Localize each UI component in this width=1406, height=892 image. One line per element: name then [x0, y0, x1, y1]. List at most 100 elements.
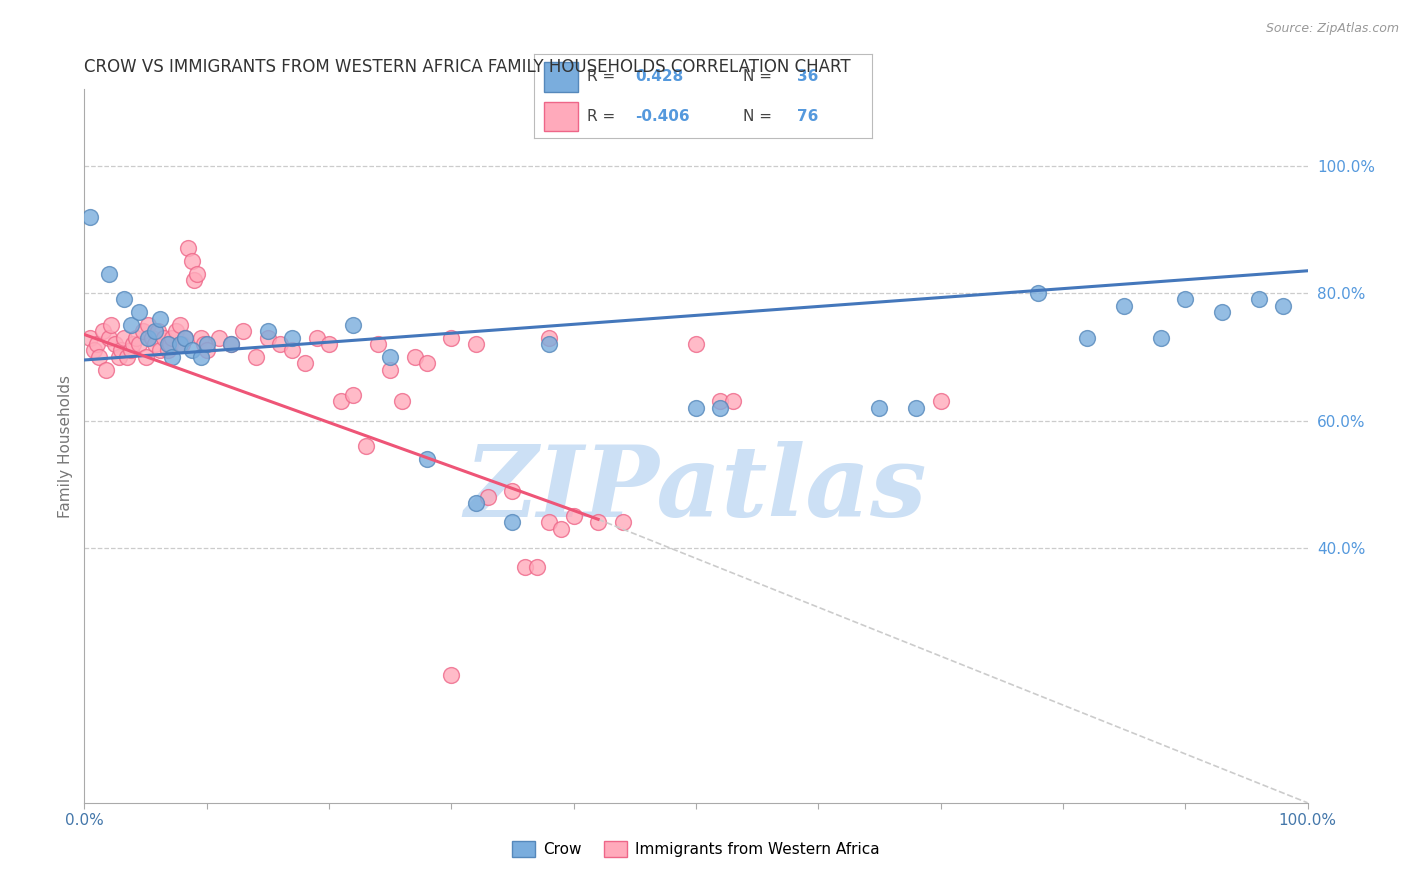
Point [159, 337, 181, 351]
Point [79, 210, 101, 224]
Point [173, 331, 195, 345]
Point [195, 343, 218, 358]
Point [440, 668, 463, 682]
Point [281, 331, 304, 345]
Point [1114, 299, 1136, 313]
Point [149, 343, 172, 358]
Point [477, 490, 499, 504]
Text: CROW VS IMMIGRANTS FROM WESTERN AFRICA FAMILY HOUSEHOLDS CORRELATION CHART: CROW VS IMMIGRANTS FROM WESTERN AFRICA F… [84, 58, 851, 76]
Point [513, 560, 536, 574]
Point [122, 337, 145, 351]
Point [162, 331, 184, 345]
Point [169, 337, 191, 351]
Text: N =: N = [744, 109, 772, 124]
Point [110, 343, 132, 358]
Point [1174, 293, 1197, 307]
Point [612, 516, 634, 530]
Point [281, 343, 304, 358]
Point [416, 451, 439, 466]
Point [162, 350, 184, 364]
Point [128, 305, 150, 319]
Point [219, 337, 242, 351]
Point [685, 337, 707, 351]
Point [391, 394, 413, 409]
Point [294, 356, 316, 370]
Point [245, 350, 267, 364]
Point [128, 337, 150, 351]
Point [929, 394, 952, 409]
Point [177, 242, 200, 256]
Point [143, 337, 166, 351]
Point [165, 324, 187, 338]
Point [526, 560, 548, 574]
Point [181, 254, 204, 268]
Text: ZIPatlas: ZIPatlas [465, 441, 927, 537]
Point [136, 331, 159, 345]
Point [173, 331, 195, 345]
Text: 36: 36 [797, 69, 818, 84]
Point [562, 509, 585, 524]
Point [538, 337, 561, 351]
Point [330, 394, 353, 409]
Point [305, 331, 328, 345]
Point [172, 337, 194, 351]
Text: R =: R = [586, 69, 614, 84]
Point [257, 331, 280, 345]
Point [195, 337, 218, 351]
FancyBboxPatch shape [544, 102, 578, 131]
Point [107, 350, 129, 364]
Point [502, 483, 524, 498]
Point [115, 350, 138, 364]
Point [721, 394, 744, 409]
Text: 0.428: 0.428 [636, 69, 683, 84]
Point [440, 331, 463, 345]
Point [125, 331, 148, 345]
Point [1272, 299, 1295, 313]
Point [318, 337, 340, 351]
Y-axis label: Family Households: Family Households [58, 375, 73, 517]
Point [1150, 331, 1173, 345]
Point [169, 318, 191, 332]
Point [112, 293, 135, 307]
Point [135, 350, 157, 364]
Point [153, 331, 176, 345]
Point [186, 267, 208, 281]
Point [586, 516, 609, 530]
Point [550, 522, 572, 536]
Point [132, 324, 155, 338]
Point [83, 343, 105, 358]
FancyBboxPatch shape [544, 62, 578, 92]
Point [709, 394, 731, 409]
Text: N =: N = [744, 69, 772, 84]
Point [91, 324, 114, 338]
Point [86, 337, 108, 351]
Point [538, 516, 561, 530]
Point [156, 337, 179, 351]
Point [685, 401, 707, 415]
Point [141, 331, 163, 345]
Point [87, 350, 110, 364]
Point [100, 318, 122, 332]
Point [79, 331, 101, 345]
Point [1211, 305, 1233, 319]
Point [112, 331, 135, 345]
Point [380, 362, 402, 376]
Point [1028, 286, 1050, 301]
Point [464, 337, 486, 351]
Point [709, 401, 731, 415]
Point [538, 331, 561, 345]
Point [1247, 293, 1270, 307]
Point [120, 318, 142, 332]
Point [367, 337, 389, 351]
Point [404, 350, 426, 364]
Point [120, 343, 142, 358]
Point [219, 337, 242, 351]
Point [232, 324, 254, 338]
Point [464, 496, 486, 510]
Point [380, 350, 402, 364]
Point [342, 388, 364, 402]
Point [257, 324, 280, 338]
Point [416, 356, 439, 370]
Text: R =: R = [586, 109, 614, 124]
Point [193, 337, 215, 351]
